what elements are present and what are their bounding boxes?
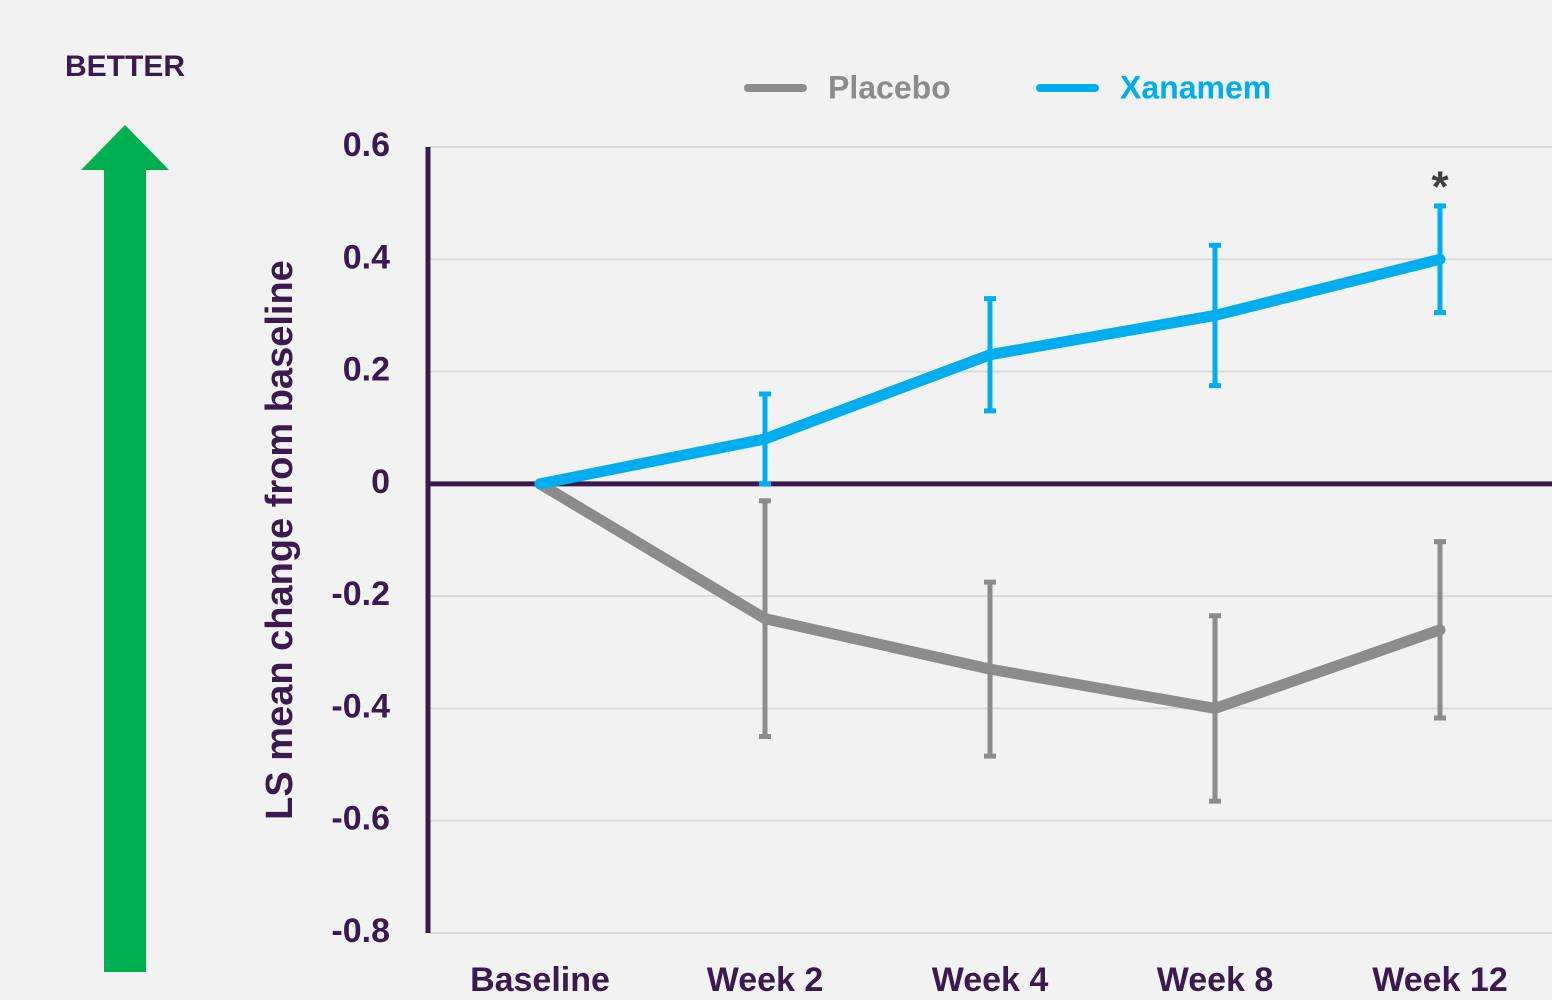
x-tick-label: Week 8: [1157, 961, 1274, 999]
legend-label: Placebo: [828, 69, 951, 105]
annotation: *: [1431, 163, 1449, 212]
series-line: [534, 478, 1446, 714]
x-tick-label: Week 4: [932, 961, 1049, 999]
y-tick-label: 0.2: [343, 351, 390, 389]
x-tick-label: Week 12: [1372, 961, 1507, 999]
y-tick-label: -0.4: [331, 687, 390, 725]
x-tick-label: Week 2: [707, 961, 824, 999]
x-tick-label: Baseline: [470, 961, 610, 999]
series-line: [534, 253, 1446, 490]
y-tick-label: -0.8: [331, 912, 390, 950]
y-tick-label: -0.2: [331, 575, 390, 613]
better-arrow: [81, 125, 169, 972]
legend-label: Xanamem: [1120, 69, 1271, 105]
side-label: BETTER: [65, 50, 185, 83]
y-tick-label: 0: [371, 463, 390, 501]
y-tick-label: -0.6: [331, 800, 390, 838]
y-tick-label: 0.4: [343, 238, 390, 276]
y-tick-label: 0.6: [343, 126, 390, 164]
y-axis-label: LS mean change from baseline: [259, 260, 301, 820]
